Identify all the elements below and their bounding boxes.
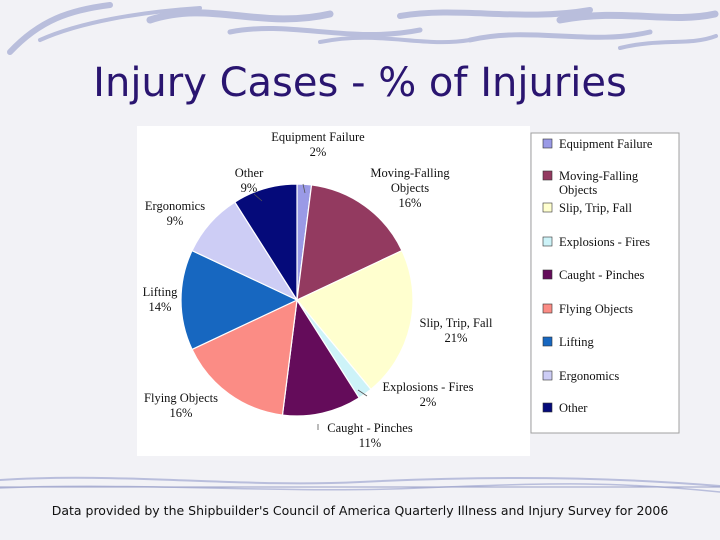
legend-label-flying-objects: Flying Objects bbox=[559, 302, 633, 316]
leader-line-explosions-fires bbox=[357, 389, 368, 397]
legend-swatch-moving-falling-objects bbox=[542, 170, 553, 181]
decorative-brush-strokes bbox=[0, 2, 720, 493]
legend-box bbox=[530, 132, 680, 434]
legend-swatch-lifting bbox=[542, 336, 553, 347]
slice-label-caught-pinches: Caught - Pinches 11% bbox=[327, 421, 413, 450]
legend-label-caught-pinches: Caught - Pinches bbox=[559, 268, 645, 282]
pie-slice-other bbox=[234, 183, 298, 303]
chart-legend: Equipment Failure Moving-Falling Objects Sl… bbox=[530, 132, 680, 434]
legend-swatch-caught-pinches bbox=[542, 269, 553, 280]
pie-slice-lifting bbox=[180, 249, 299, 351]
pie-slices bbox=[180, 183, 414, 417]
slice-label-ergonomics: Ergonomics 9% bbox=[145, 199, 205, 228]
slice-label-explosions-fires: Explosions - Fires 2% bbox=[383, 380, 474, 409]
slice-label-other: Other 9% bbox=[235, 166, 264, 195]
pie-slice-caught-pinches bbox=[281, 298, 360, 417]
legend-swatch-explosions-fires bbox=[542, 236, 553, 247]
legend-label-slip-trip-fall: Slip, Trip, Fall bbox=[559, 201, 632, 215]
legend-swatch-flying-objects bbox=[542, 303, 553, 314]
slice-label-equipment-failure: Equipment Failure 2% bbox=[271, 130, 365, 159]
legend-label-explosions-fires: Explosions - Fires bbox=[559, 235, 650, 249]
slice-label-lifting: Lifting 14% bbox=[143, 285, 178, 314]
leader-line-equipment-failure bbox=[302, 183, 306, 194]
legend-swatch-slip-trip-fall bbox=[542, 202, 553, 213]
legend-label-lifting: Lifting bbox=[559, 335, 594, 349]
legend-swatch-equipment-failure bbox=[542, 138, 553, 149]
pie-slice-flying-objects bbox=[191, 298, 298, 416]
legend-label-equipment-failure: Equipment Failure bbox=[559, 137, 653, 151]
pie-slice-slip-trip-fall bbox=[296, 249, 414, 391]
source-footnote: Data provided by the Shipbuilder's Counc… bbox=[51, 503, 669, 518]
legend-label-ergonomics: Ergonomics bbox=[559, 369, 619, 383]
slice-label-slip-trip-fall: Slip, Trip, Fall 21% bbox=[420, 316, 493, 345]
slide-title: Injury Cases - % of Injuries bbox=[93, 60, 627, 106]
leader-lines bbox=[253, 183, 368, 430]
slice-label-moving-falling-objects: Moving-Falling Objects 16% bbox=[370, 166, 450, 210]
slice-label-flying-objects: Flying Objects 16% bbox=[144, 391, 218, 420]
legend-label-moving-falling-objects: Moving-Falling Objects bbox=[559, 169, 639, 197]
leader-line-other bbox=[253, 193, 263, 202]
legend-swatch-other bbox=[542, 402, 553, 413]
pie-slice-moving-falling-objects bbox=[296, 184, 403, 302]
legend-swatch-ergonomics bbox=[542, 370, 553, 381]
legend-label-other: Other bbox=[559, 401, 588, 415]
slice-labels: Equipment Failure 2%Moving-Falling Objects… bbox=[143, 130, 493, 450]
